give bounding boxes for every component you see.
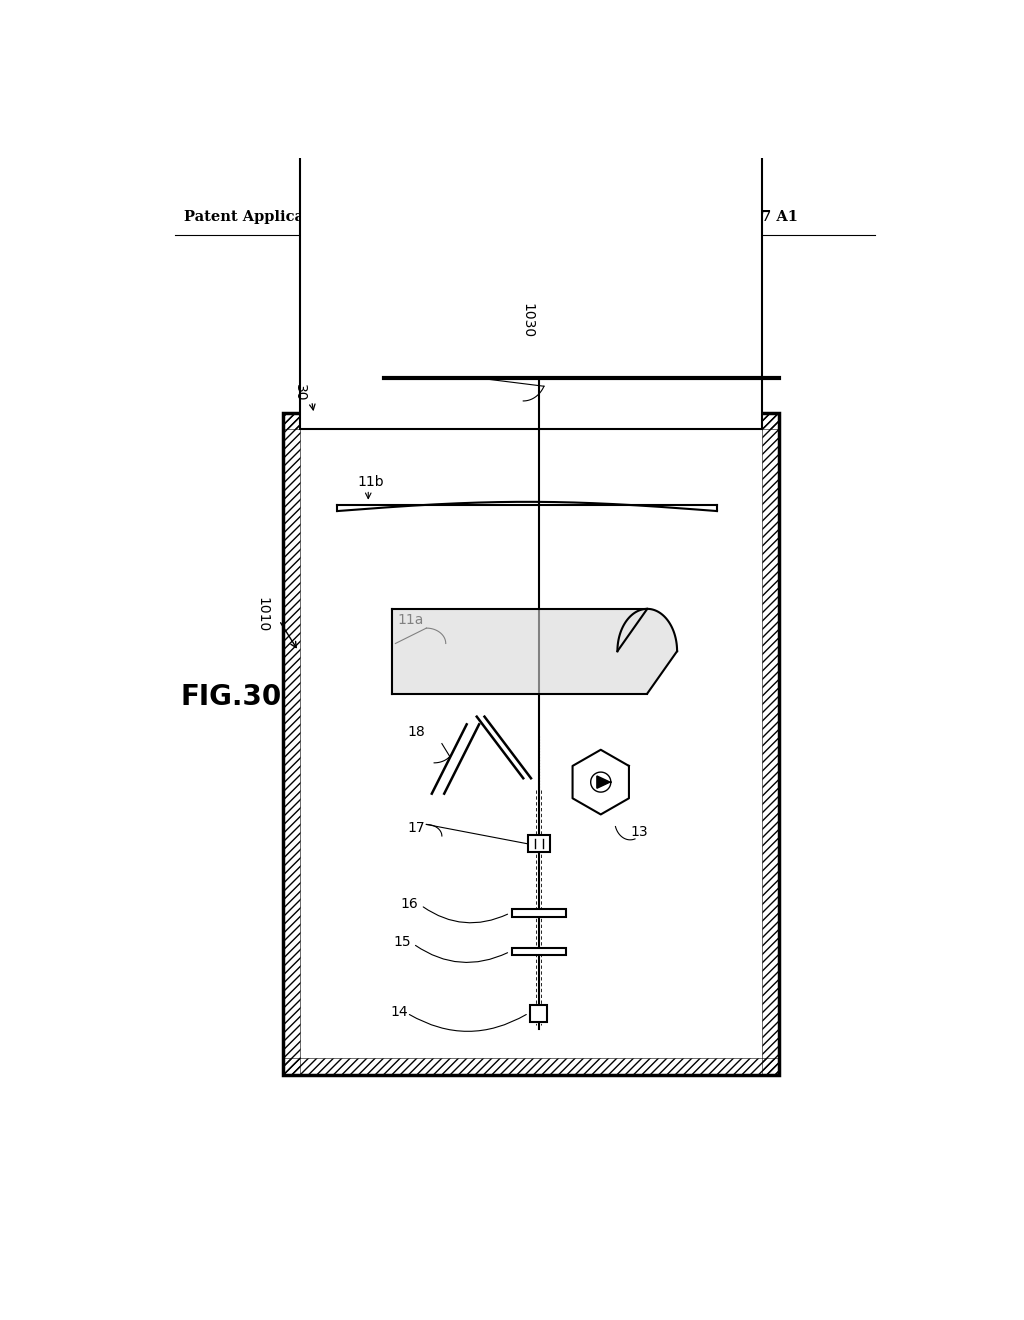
Text: Sheet 30 of 33: Sheet 30 of 33 — [508, 210, 627, 224]
Text: Jul. 29, 2010: Jul. 29, 2010 — [403, 210, 508, 224]
Text: 18: 18 — [407, 725, 425, 739]
Text: 13: 13 — [630, 825, 648, 840]
Polygon shape — [391, 609, 677, 693]
Text: 1010: 1010 — [256, 597, 270, 632]
Bar — [283, 1057, 779, 1074]
Polygon shape — [597, 776, 610, 788]
Bar — [283, 412, 779, 429]
Bar — [283, 413, 779, 1074]
Polygon shape — [572, 750, 629, 814]
Text: Patent Application Publication: Patent Application Publication — [183, 210, 436, 224]
Text: 14: 14 — [390, 1005, 408, 1019]
Text: 11a: 11a — [397, 614, 424, 627]
Bar — [530, 1005, 547, 1022]
Bar — [283, 413, 300, 1074]
Bar — [300, 0, 762, 429]
Text: US 2010/0189467 A1: US 2010/0189467 A1 — [627, 210, 799, 224]
Text: 15: 15 — [394, 936, 412, 949]
Text: FIG.30: FIG.30 — [180, 684, 282, 711]
Text: 1030: 1030 — [520, 302, 535, 338]
Bar — [512, 948, 566, 956]
Bar — [762, 413, 779, 1074]
Bar — [528, 836, 550, 853]
Text: 17: 17 — [407, 821, 425, 836]
Text: 11b: 11b — [357, 475, 384, 488]
Text: 30: 30 — [293, 384, 307, 403]
Bar — [283, 413, 779, 1074]
Text: 16: 16 — [400, 896, 419, 911]
Bar — [512, 909, 566, 917]
